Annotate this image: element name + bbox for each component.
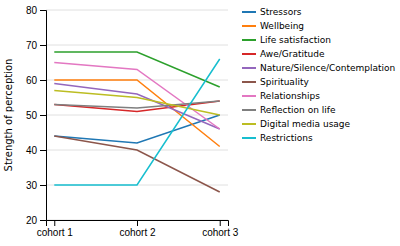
series-line [54,136,219,192]
legend-label: Relationships [260,91,320,101]
legend-label: Wellbeing [260,21,304,31]
legend-swatch [242,123,256,125]
series-line [54,80,219,147]
legend-swatch [242,81,256,83]
y-tick-mark [40,185,46,186]
x-tick-label: cohort 3 [202,227,239,238]
x-tick-mark [137,220,138,226]
legend-label: Awe/Gratitude [260,49,325,59]
y-axis-line [40,11,47,221]
legend-swatch [242,137,256,139]
y-tick: 70 [26,40,46,51]
legend-swatch [242,109,256,111]
legend-label: Nature/Silence/Contemplation [260,63,395,73]
legend-swatch [242,53,256,55]
y-tick-label: 20 [26,215,38,226]
grid [46,10,228,220]
legend-label: Reflection on life [260,105,336,115]
y-tick-label: 40 [26,145,38,156]
legend: Stressors Wellbeing Life satisfaction Awe/G… [242,7,395,143]
legend-item: Reflection on life [242,105,336,115]
y-tick: 60 [26,75,46,86]
legend-label: Spirituality [260,77,309,87]
legend-item: Nature/Silence/Contemplation [242,63,395,73]
legend-swatch [242,11,256,13]
legend-swatch [242,95,256,97]
y-tick-label: 80 [26,5,38,16]
y-tick: 80 [26,5,46,16]
lines [54,52,219,192]
chart: 20 30 40 50 60 70 80 cohort 1 cohort 2 cohort 3 St… [0,0,400,246]
grid-line [46,45,228,46]
y-tick-label: 50 [26,110,38,121]
series-line [54,91,219,116]
legend-item: Digital media usage [242,119,351,129]
y-tick-mark [40,45,46,46]
x-tick-mark [220,220,221,226]
y-tick: 30 [26,180,46,191]
y-tick-mark [40,220,46,221]
legend-item: Life satisfaction [242,35,331,45]
legend-item: Wellbeing [242,21,304,31]
series-line [54,59,219,185]
legend-label: Digital media usage [260,119,351,129]
y-tick-mark [40,150,46,151]
legend-label: Life satisfaction [260,35,331,45]
series-line [54,101,219,108]
y-tick-label: 70 [26,40,38,51]
y-tick-mark [40,10,46,11]
legend-swatch [242,39,256,41]
x-tick: cohort 3 [202,220,239,238]
legend-item: Relationships [242,91,320,101]
legend-label: Restrictions [260,133,313,143]
y-axis-title: Strength of perception [3,59,14,172]
y-tick-mark [40,80,46,81]
x-tick-mark [54,220,55,226]
x-tick-label: cohort 1 [37,227,74,238]
x-tick: cohort 2 [119,220,156,238]
legend-item: Restrictions [242,133,313,143]
legend-item: Spirituality [242,77,309,87]
y-axis: 20 30 40 50 60 70 80 [26,5,47,226]
x-tick-label: cohort 2 [119,227,156,238]
y-tick: 50 [26,110,46,121]
grid-line [46,10,228,11]
legend-item: Awe/Gratitude [242,49,325,59]
legend-item: Stressors [242,7,302,17]
x-tick: cohort 1 [37,220,74,238]
y-tick: 20 [26,215,46,226]
x-axis-line [47,221,229,227]
legend-swatch [242,67,256,69]
y-tick-mark [40,115,46,116]
legend-label: Stressors [260,7,302,17]
plot: 20 30 40 50 60 70 80 cohort 1 cohort 2 cohort 3 [26,5,239,238]
y-tick-label: 30 [26,180,38,191]
y-tick-label: 60 [26,75,38,86]
y-tick: 40 [26,145,46,156]
legend-swatch [242,25,256,27]
series-line [54,84,219,130]
x-axis: cohort 1 cohort 2 cohort 3 [37,220,239,238]
